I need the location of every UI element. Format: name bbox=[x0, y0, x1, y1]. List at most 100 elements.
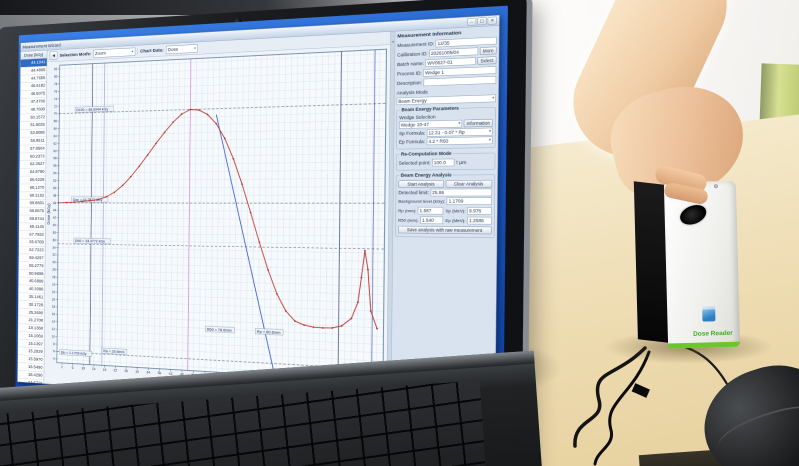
svg-text:56: 56 bbox=[53, 164, 56, 168]
beam-energy-parameters-group: Beam Energy Parameters Wedge Selection W… bbox=[396, 105, 496, 150]
selection-mode-label: Selection Mode: bbox=[59, 51, 92, 58]
svg-text:38: 38 bbox=[53, 231, 56, 235]
svg-text:36: 36 bbox=[53, 238, 56, 242]
svg-text:38: 38 bbox=[158, 371, 162, 375]
svg-text:12: 12 bbox=[52, 327, 55, 331]
description-value[interactable] bbox=[423, 75, 497, 87]
group-title: Beam Energy Parameters bbox=[399, 105, 461, 113]
background-level-label: Background level (kGy): bbox=[398, 198, 446, 204]
measurement-id-value[interactable]: 12/35 bbox=[435, 36, 497, 48]
calibration-id-value[interactable]: 20261005/04 bbox=[429, 47, 479, 58]
svg-text:54: 54 bbox=[53, 171, 56, 175]
chart-data-select[interactable]: Dose ▾ bbox=[165, 43, 198, 54]
process-id-value[interactable]: Wedge 1 bbox=[423, 66, 497, 77]
table-row[interactable]: 69.8744 bbox=[19, 215, 46, 224]
start-analysis-button[interactable]: Start Analysis bbox=[398, 180, 444, 188]
table-row[interactable]: 69.8675 bbox=[19, 207, 46, 216]
svg-text:10: 10 bbox=[81, 366, 85, 370]
svg-text:20: 20 bbox=[52, 297, 55, 301]
svg-text:Dose (kGy): Dose (kGy) bbox=[46, 203, 51, 225]
table-row[interactable]: 64.8790 bbox=[19, 168, 46, 177]
table-row[interactable]: 69.2102 bbox=[19, 191, 46, 200]
spinner-control[interactable]: ▴ ▾ bbox=[456, 160, 458, 166]
table-row[interactable]: 66.6228 bbox=[19, 176, 46, 185]
chevron-down-icon: ▾ bbox=[458, 121, 461, 126]
svg-text:80: 80 bbox=[54, 75, 57, 79]
device-front-face: Dose Reader bbox=[663, 180, 741, 349]
chevron-down-icon: ▾ bbox=[131, 50, 134, 54]
table-row[interactable]: 69.8601 bbox=[19, 199, 46, 208]
recomputation-group: Re-Computation Mode Selected point: 100.… bbox=[395, 150, 496, 171]
svg-text:82: 82 bbox=[54, 67, 57, 71]
sp-formula-select[interactable]: 12.31 - 0.07 * Rp ▾ bbox=[426, 127, 493, 137]
table-row[interactable]: 57.8504 bbox=[19, 144, 46, 154]
detected-limit-label: Detected limit: bbox=[398, 189, 429, 196]
ep-label: Ep (MeV): bbox=[445, 217, 466, 223]
svg-text:26: 26 bbox=[124, 369, 128, 373]
ep-formula-select[interactable]: 4.2 * R50 ▾ bbox=[426, 136, 493, 146]
svg-text:26: 26 bbox=[52, 275, 55, 279]
svg-text:30: 30 bbox=[52, 260, 55, 264]
laptop-screen-bezel: Measurement Wizard – ▢ ✕ Dose (kGy) 44.1… bbox=[0, 0, 533, 466]
window-title: Measurement Wizard bbox=[22, 42, 61, 50]
svg-text:48: 48 bbox=[53, 194, 56, 198]
svg-text:40: 40 bbox=[53, 223, 56, 227]
chevron-down-icon: ▾ bbox=[488, 138, 491, 142]
svg-text:72: 72 bbox=[54, 104, 57, 108]
svg-text:68: 68 bbox=[54, 119, 57, 123]
svg-text:16: 16 bbox=[52, 312, 55, 316]
chart-data-label: Chart Data: bbox=[140, 47, 164, 54]
screw-icon bbox=[713, 184, 718, 189]
device-label: Dose Reader bbox=[692, 329, 733, 338]
wedge-selection-label: Wedge Selection bbox=[399, 114, 436, 121]
dose-chart-area[interactable]: 2610141822263034384246505458626670747882… bbox=[44, 44, 391, 407]
batch-name-value[interactable]: WV0627-01 bbox=[425, 57, 476, 67]
table-row[interactable]: 68.1270 bbox=[19, 183, 46, 192]
maximize-icon[interactable]: ▢ bbox=[477, 17, 487, 26]
svg-text:32: 32 bbox=[52, 253, 55, 257]
background-level-value: 1.1709 bbox=[446, 197, 492, 205]
collapse-panel-icon[interactable]: ◂ bbox=[391, 40, 394, 44]
svg-text:50: 50 bbox=[53, 186, 56, 190]
dose-chart[interactable]: 2610141822263034384246505458626670747882… bbox=[44, 45, 390, 407]
selected-point-value[interactable]: 100.0 bbox=[432, 158, 455, 167]
dose-reader-device: Dose Reader bbox=[633, 180, 741, 350]
svg-text:78: 78 bbox=[54, 82, 57, 86]
svg-text:70: 70 bbox=[54, 112, 57, 116]
svg-text:34: 34 bbox=[146, 370, 150, 374]
mouse-seam bbox=[713, 396, 799, 465]
batch-name-label: Batch name: bbox=[397, 60, 425, 68]
svg-text:64: 64 bbox=[54, 134, 57, 138]
back-arrow-icon[interactable]: ◀ bbox=[49, 51, 58, 61]
rp-label: Rp (mm): bbox=[398, 208, 417, 214]
ep-value: 1.2586 bbox=[467, 216, 492, 225]
minimize-icon[interactable]: – bbox=[467, 17, 477, 26]
svg-text:6: 6 bbox=[72, 366, 74, 370]
svg-text:14: 14 bbox=[92, 367, 96, 371]
svg-text:28: 28 bbox=[52, 268, 55, 272]
calibration-more-button[interactable]: More bbox=[480, 46, 497, 55]
information-button[interactable]: Information bbox=[463, 119, 493, 128]
svg-text:18: 18 bbox=[103, 368, 107, 372]
chevron-down-icon: ▾ bbox=[194, 46, 196, 51]
analysis-mode-select[interactable]: Beam Energy ▾ bbox=[396, 94, 496, 106]
save-analysis-button[interactable]: Save analysis with raw measurement bbox=[397, 225, 492, 235]
svg-text:76: 76 bbox=[54, 90, 57, 94]
svg-text:Rp = 80.6mm: Rp = 80.6mm bbox=[257, 329, 281, 334]
chevron-down-icon: ▾ bbox=[492, 96, 495, 101]
clear-analysis-button[interactable]: Clear Analysis bbox=[445, 179, 493, 188]
spinner-down-icon[interactable]: ▾ bbox=[456, 161, 458, 166]
group-title: Beam Energy Analysis bbox=[399, 172, 454, 178]
batch-select-button[interactable]: Select bbox=[477, 56, 497, 65]
chevron-down-icon: ▾ bbox=[488, 129, 492, 134]
sp-value: 9.976 bbox=[467, 207, 492, 215]
table-row[interactable]: 24.6716 bbox=[17, 378, 44, 384]
selection-mode-select[interactable]: Zoom ▾ bbox=[93, 47, 136, 58]
svg-text:44: 44 bbox=[53, 208, 56, 212]
close-icon[interactable]: ✕ bbox=[487, 16, 497, 25]
svg-text:24: 24 bbox=[52, 283, 55, 287]
wedge-select[interactable]: Wedge 10-47 ▾ bbox=[399, 119, 463, 129]
svg-text:D100 = 69.9944 kGy: D100 = 69.9944 kGy bbox=[76, 107, 108, 112]
dose-rows: 44.1041 44.4095 44.7655 45.6182 46.5075 47.47… bbox=[17, 58, 47, 384]
